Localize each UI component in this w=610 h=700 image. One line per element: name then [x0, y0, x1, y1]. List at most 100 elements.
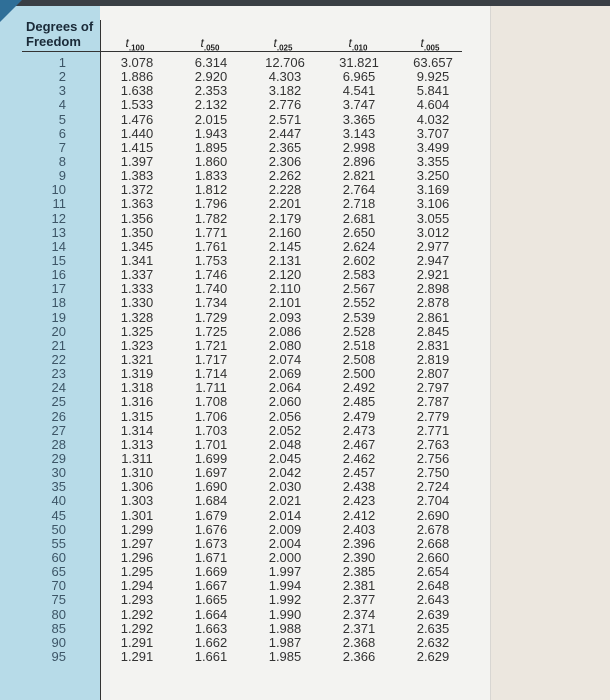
table-row: 4 1.533 2.132 2.776 3.747 4.604: [0, 98, 470, 112]
value-cell: 1.679: [194, 507, 228, 523]
value-cell: 2.030: [268, 479, 302, 495]
value-cell: 2.624: [342, 238, 376, 254]
table-row: 95 1.291 1.661 1.985 2.366 2.629: [0, 648, 470, 664]
value-cell: 1.671: [194, 549, 228, 565]
value-cell: 9.925: [416, 69, 450, 85]
value-cell: 1.895: [194, 139, 228, 155]
value-cell: 1.706: [194, 408, 228, 424]
df-cell: 13: [51, 224, 66, 240]
df-cell: 10: [51, 182, 66, 198]
column-header: t.025: [248, 36, 318, 52]
value-cell: 1.734: [194, 295, 228, 311]
value-cell: 2.779: [416, 408, 450, 424]
value-cell: 1.746: [194, 267, 228, 283]
value-cell: 3.182: [268, 83, 302, 99]
table-row: 12 1.356 1.782 2.179 2.681 3.055: [0, 210, 470, 226]
value-cell: 3.143: [342, 125, 376, 141]
column-header: t.100: [100, 36, 170, 52]
value-cell: 2.704: [416, 493, 450, 509]
table-row: 24 1.318 1.711 2.064 2.492 2.797: [0, 381, 470, 395]
value-cell: 1.294: [120, 578, 154, 594]
df-cell: 28: [51, 436, 66, 452]
value-cell: 1.717: [194, 352, 228, 368]
value-cell: 1.714: [194, 366, 228, 382]
value-cell: 1.299: [120, 521, 154, 537]
value-cell: 2.004: [268, 535, 302, 551]
table-row: 14 1.345 1.761 2.145 2.624 2.977: [0, 238, 470, 254]
df-cell: 40: [51, 493, 66, 509]
value-cell: 1.703: [194, 422, 228, 438]
value-cell: 3.355: [416, 154, 450, 170]
table-row: 20 1.325 1.725 2.086 2.528 2.845: [0, 323, 470, 339]
value-cell: 2.831: [416, 337, 450, 353]
table-row: 6 1.440 1.943 2.447 3.143 3.707: [0, 125, 470, 141]
value-cell: 2.457: [342, 465, 376, 481]
value-cell: 2.639: [416, 606, 450, 622]
value-cell: 2.648: [416, 578, 450, 594]
value-cell: 2.052: [268, 422, 302, 438]
value-cell: 1.943: [194, 125, 228, 141]
df-cell: 25: [51, 394, 66, 410]
df-cell: 22: [51, 352, 66, 368]
df-cell: 11: [52, 196, 67, 212]
df-cell: 15: [51, 253, 66, 269]
value-cell: 1.796: [194, 196, 228, 212]
value-cell: 1.638: [120, 83, 154, 99]
df-cell: 2: [58, 69, 66, 85]
value-cell: 31.821: [339, 55, 379, 71]
value-cell: 2.381: [342, 578, 376, 594]
value-cell: 3.365: [342, 111, 376, 127]
value-cell: 2.797: [416, 380, 450, 396]
value-cell: 1.356: [120, 210, 154, 226]
value-cell: 3.747: [342, 97, 376, 113]
df-cell: 27: [51, 422, 66, 438]
value-cell: 2.390: [342, 549, 376, 565]
table-row: 28 1.313 1.701 2.048 2.467 2.763: [0, 436, 470, 452]
value-cell: 1.295: [120, 564, 154, 580]
df-cell: 26: [51, 408, 66, 424]
table-row: 45 1.301 1.679 2.014 2.412 2.690: [0, 507, 470, 523]
value-cell: 2.403: [342, 521, 376, 537]
value-cell: 1.676: [194, 521, 228, 537]
value-cell: 2.552: [342, 295, 376, 311]
value-cell: 2.145: [268, 238, 302, 254]
value-cell: 1.318: [120, 380, 154, 396]
value-cell: 2.654: [416, 564, 450, 580]
value-cell: 1.667: [194, 578, 228, 594]
value-cell: 1.337: [120, 267, 154, 283]
column-symbol: t: [420, 36, 424, 50]
table-row: 16 1.337 1.746 2.120 2.583 2.921: [0, 268, 470, 282]
value-cell: 2.787: [416, 394, 450, 410]
df-cell: 95: [51, 648, 66, 664]
column-symbol: t: [200, 36, 204, 50]
value-cell: 2.921: [416, 267, 450, 283]
table-row: 85 1.292 1.663 1.988 2.371 2.635: [0, 621, 470, 636]
value-cell: 2.201: [268, 196, 302, 212]
table-row: 17 1.333 1.740 2.110 2.567 2.898: [0, 282, 470, 296]
value-cell: 12.706: [265, 55, 305, 71]
value-cell: 3.078: [120, 55, 154, 71]
table-row: 50 1.299 1.676 2.009 2.403 2.678: [0, 521, 470, 537]
value-cell: 2.462: [342, 451, 376, 466]
value-cell: 2.947: [416, 253, 450, 269]
value-cell: 1.350: [120, 224, 154, 240]
value-cell: 2.632: [416, 634, 450, 650]
column-subscript: .050: [203, 43, 220, 53]
table-row: 19 1.328 1.729 2.093 2.539 2.861: [0, 310, 470, 325]
value-cell: 3.707: [416, 125, 450, 141]
value-cell: 2.845: [416, 323, 450, 339]
df-cell: 50: [51, 521, 66, 537]
table-row: 8 1.397 1.860 2.306 2.896 3.355: [0, 154, 470, 170]
value-cell: 1.316: [120, 394, 154, 410]
value-cell: 2.015: [194, 111, 228, 127]
corner-tab: [0, 0, 22, 22]
value-cell: 1.708: [194, 394, 228, 410]
value-cell: 2.643: [416, 592, 450, 608]
df-column-band: [0, 6, 100, 700]
value-cell: 2.396: [342, 535, 376, 551]
value-cell: 1.699: [194, 451, 228, 466]
value-cell: 1.665: [194, 592, 228, 608]
value-cell: 2.423: [342, 493, 376, 509]
value-cell: 1.345: [120, 238, 154, 254]
table-row: 29 1.311 1.699 2.045 2.462 2.756: [0, 451, 470, 466]
